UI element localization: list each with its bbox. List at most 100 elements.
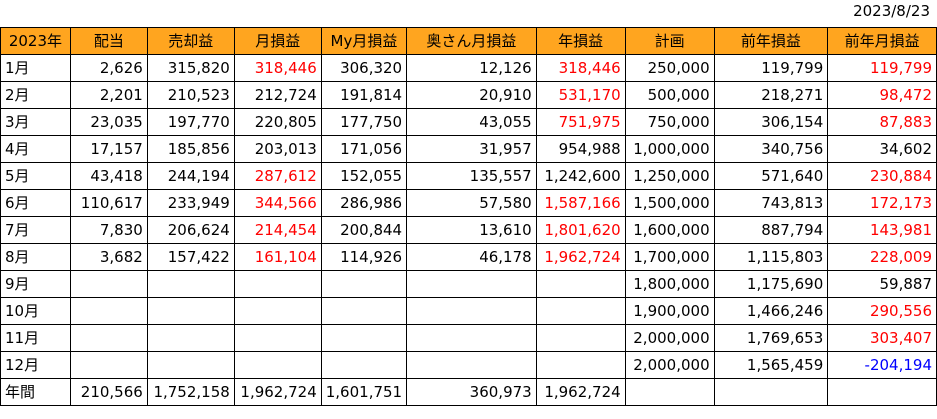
cell-sale-gain: 210,523 (146, 81, 235, 109)
month-label: 6月 (0, 189, 71, 217)
table-row: 10月 1,900,000 1,466,246 290,556 (0, 297, 937, 325)
table-row: 2月 2,201 210,523 212,724 191,814 20,910 531,17… (0, 81, 937, 109)
cell-sale-gain: 157,422 (146, 243, 235, 271)
cell-annual-pl: 954,988 (535, 135, 626, 163)
cell-my-monthly-pl (320, 351, 408, 379)
header-dividend: 配当 (69, 27, 148, 55)
table-row: 12月 2,000,000 1,565,459 -204,194 (0, 351, 937, 379)
cell-monthly-pl: 212,724 (233, 81, 322, 109)
cell-monthly-pl (233, 324, 322, 352)
cell-dividend: 7,830 (69, 216, 148, 244)
header-annual-pl: 年損益 (535, 27, 626, 55)
month-label: 3月 (0, 108, 71, 136)
cell-plan: 2,000,000 (624, 324, 715, 352)
cell-dividend: 2,201 (69, 81, 148, 109)
month-label: 7月 (0, 216, 71, 244)
cell-annual-pl: 751,975 (535, 108, 626, 136)
cell-plan: 750,000 (624, 108, 715, 136)
cell-prev-year-pl: 887,794 (713, 216, 829, 244)
cell-plan: 1,800,000 (624, 270, 715, 298)
cell-my-monthly-pl: 306,320 (320, 54, 408, 82)
cell-monthly-pl: 220,805 (233, 108, 322, 136)
cell-annual-pl (535, 324, 626, 352)
cell-prev-year-pl: 1,466,246 (713, 297, 829, 325)
table-body: 1月 2,626 315,820 318,446 306,320 12,126 318,44… (0, 54, 937, 406)
header-wife-monthly-pl: 奥さん月損益 (406, 27, 537, 55)
header-row: 2023年 配当 売却益 月損益 My月損益 奥さん月損益 年損益 計画 前年損… (0, 27, 937, 55)
table-row: 年間 210,566 1,752,158 1,962,724 1,601,751 360,… (0, 378, 937, 406)
report-date: 2023/8/23 (853, 2, 930, 20)
cell-annual-pl: 531,170 (535, 81, 626, 109)
cell-wife-monthly-pl: 43,055 (406, 108, 537, 136)
header-prev-year-monthly-pl: 前年月損益 (827, 27, 937, 55)
table-row: 9月 1,800,000 1,175,690 59,887 (0, 270, 937, 298)
cell-prev-year-pl: 340,756 (713, 135, 829, 163)
cell-sale-gain (146, 297, 235, 325)
month-label: 8月 (0, 243, 71, 271)
cell-my-monthly-pl (320, 297, 408, 325)
cell-my-monthly-pl: 1,601,751 (320, 378, 408, 406)
header-sale-gain: 売却益 (146, 27, 235, 55)
cell-prev-year-pl: 1,565,459 (713, 351, 829, 379)
cell-monthly-pl: 1,962,724 (233, 378, 322, 406)
header-year: 2023年 (0, 27, 71, 55)
cell-my-monthly-pl: 200,844 (320, 216, 408, 244)
cell-my-monthly-pl (320, 324, 408, 352)
cell-plan: 1,900,000 (624, 297, 715, 325)
cell-prev-year-monthly-pl: 228,009 (827, 243, 937, 271)
cell-monthly-pl (233, 351, 322, 379)
cell-prev-year-monthly-pl: 98,472 (827, 81, 937, 109)
cell-annual-pl (535, 270, 626, 298)
cell-sale-gain: 233,949 (146, 189, 235, 217)
cell-wife-monthly-pl: 13,610 (406, 216, 537, 244)
cell-plan: 1,500,000 (624, 189, 715, 217)
cell-my-monthly-pl: 171,056 (320, 135, 408, 163)
cell-sale-gain (146, 351, 235, 379)
cell-prev-year-monthly-pl (827, 378, 937, 406)
cell-plan: 500,000 (624, 81, 715, 109)
cell-prev-year-monthly-pl: 87,883 (827, 108, 937, 136)
cell-my-monthly-pl: 177,750 (320, 108, 408, 136)
cell-prev-year-pl: 1,769,653 (713, 324, 829, 352)
cell-prev-year-pl: 1,175,690 (713, 270, 829, 298)
cell-sale-gain (146, 324, 235, 352)
cell-annual-pl (535, 297, 626, 325)
cell-monthly-pl: 161,104 (233, 243, 322, 271)
cell-dividend (69, 270, 148, 298)
cell-my-monthly-pl: 191,814 (320, 81, 408, 109)
cell-prev-year-monthly-pl: 59,887 (827, 270, 937, 298)
cell-wife-monthly-pl: 46,178 (406, 243, 537, 271)
cell-dividend: 43,418 (69, 162, 148, 190)
cell-annual-pl: 1,962,724 (535, 243, 626, 271)
cell-sale-gain: 244,194 (146, 162, 235, 190)
cell-dividend: 23,035 (69, 108, 148, 136)
table-row: 6月 110,617 233,949 344,566 286,986 57,580 1,58… (0, 189, 937, 217)
cell-dividend: 2,626 (69, 54, 148, 82)
cell-wife-monthly-pl: 135,557 (406, 162, 537, 190)
cell-sale-gain: 206,624 (146, 216, 235, 244)
cell-prev-year-monthly-pl: 303,407 (827, 324, 937, 352)
cell-prev-year-monthly-pl: 143,981 (827, 216, 937, 244)
table-row: 7月 7,830 206,624 214,454 200,844 13,610 1,801,… (0, 216, 937, 244)
cell-sale-gain: 315,820 (146, 54, 235, 82)
cell-monthly-pl (233, 270, 322, 298)
cell-monthly-pl: 203,013 (233, 135, 322, 163)
cell-annual-pl: 1,587,166 (535, 189, 626, 217)
cell-prev-year-pl: 119,799 (713, 54, 829, 82)
cell-wife-monthly-pl (406, 351, 537, 379)
cell-prev-year-pl (713, 378, 829, 406)
cell-dividend: 110,617 (69, 189, 148, 217)
month-label: 1月 (0, 54, 71, 82)
cell-prev-year-pl: 571,640 (713, 162, 829, 190)
table-row: 3月 23,035 197,770 220,805 177,750 43,055 751,9… (0, 108, 937, 136)
cell-prev-year-pl: 306,154 (713, 108, 829, 136)
cell-wife-monthly-pl (406, 324, 537, 352)
table-row: 8月 3,682 157,422 161,104 114,926 46,178 1,962,… (0, 243, 937, 271)
cell-my-monthly-pl (320, 270, 408, 298)
cell-annual-pl: 318,446 (535, 54, 626, 82)
cell-prev-year-monthly-pl: 290,556 (827, 297, 937, 325)
cell-sale-gain (146, 270, 235, 298)
cell-monthly-pl: 214,454 (233, 216, 322, 244)
cell-dividend: 210,566 (69, 378, 148, 406)
table-row: 5月 43,418 244,194 287,612 152,055 135,557 1,24… (0, 162, 937, 190)
